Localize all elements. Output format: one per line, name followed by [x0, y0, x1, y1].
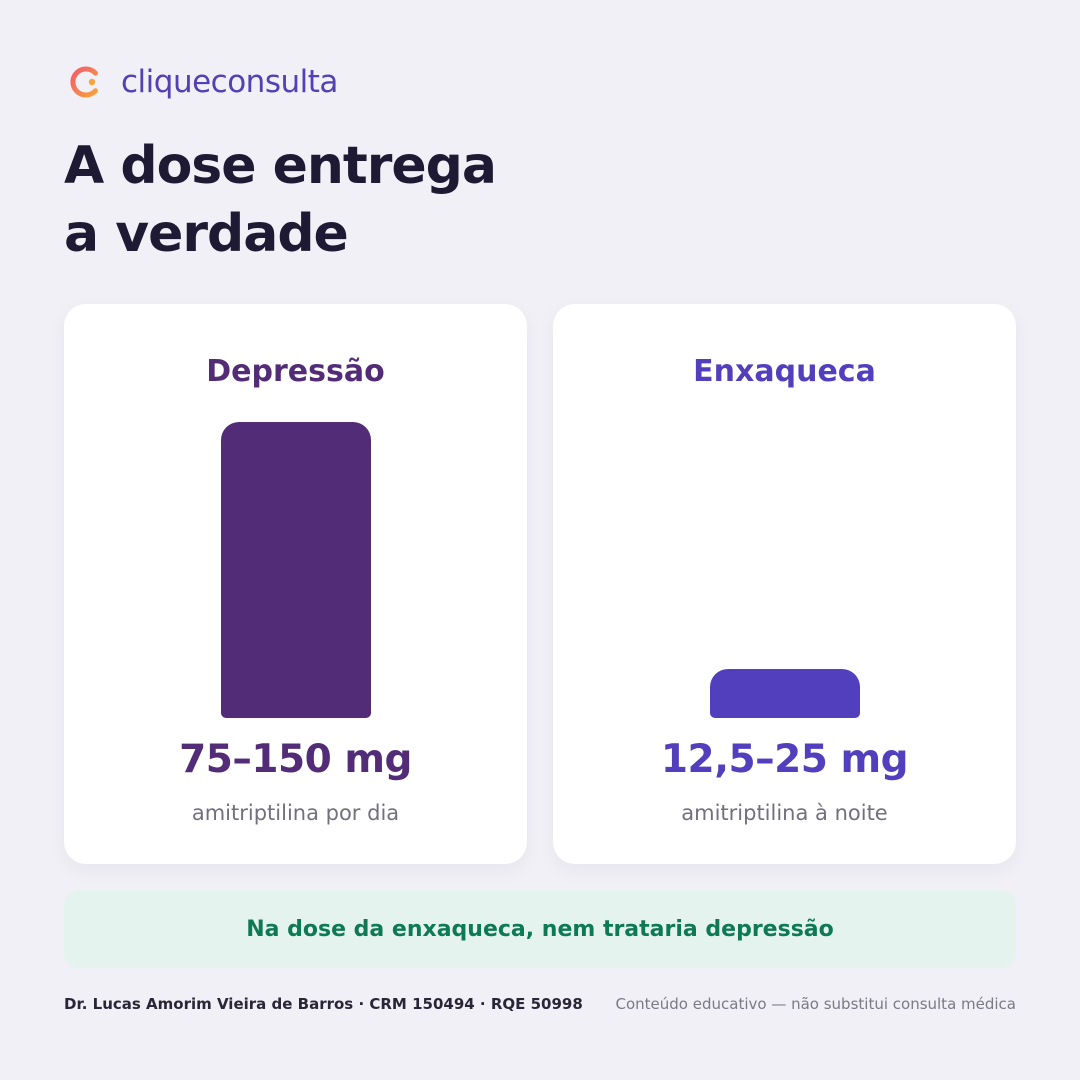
headline-line-1: A dose entrega: [64, 136, 497, 196]
headline: A dose entrega a verdade: [64, 132, 497, 268]
migraine-dose-bar: [709, 669, 860, 718]
depression-dose-subtitle: amitriptilina por dia: [191, 801, 400, 825]
author-credentials: Dr. Lucas Amorim Vieira de Barros · CRM …: [64, 995, 583, 1013]
brand: cliqueconsulta: [66, 62, 338, 102]
depression-bar-area: [64, 422, 527, 718]
headline-line-2: a verdade: [64, 204, 349, 264]
callout-banner: Na dose da enxaqueca, nem trataria depre…: [64, 890, 1016, 968]
migraine-dose-subtitle: amitriptilina à noite: [681, 801, 888, 825]
depression-dose-value: 75–150 mg: [179, 737, 412, 782]
disclaimer: Conteúdo educativo — não substitui consu…: [615, 995, 1016, 1013]
depression-card: Depressão 75–150 mg amitriptilina por di…: [64, 304, 527, 864]
migraine-card-title: Enxaqueca: [693, 354, 876, 389]
migraine-bar-area: [553, 422, 1016, 718]
migraine-dose-value: 12,5–25 mg: [660, 737, 909, 782]
migraine-card: Enxaqueca 12,5–25 mg amitriptilina à noi…: [553, 304, 1016, 864]
brand-name: cliqueconsulta: [121, 64, 338, 100]
depression-dose-bar: [220, 422, 371, 718]
callout-text: Na dose da enxaqueca, nem trataria depre…: [246, 916, 834, 942]
cliqueconsulta-logo-icon: [70, 66, 98, 98]
depression-card-title: Depressão: [206, 354, 385, 389]
